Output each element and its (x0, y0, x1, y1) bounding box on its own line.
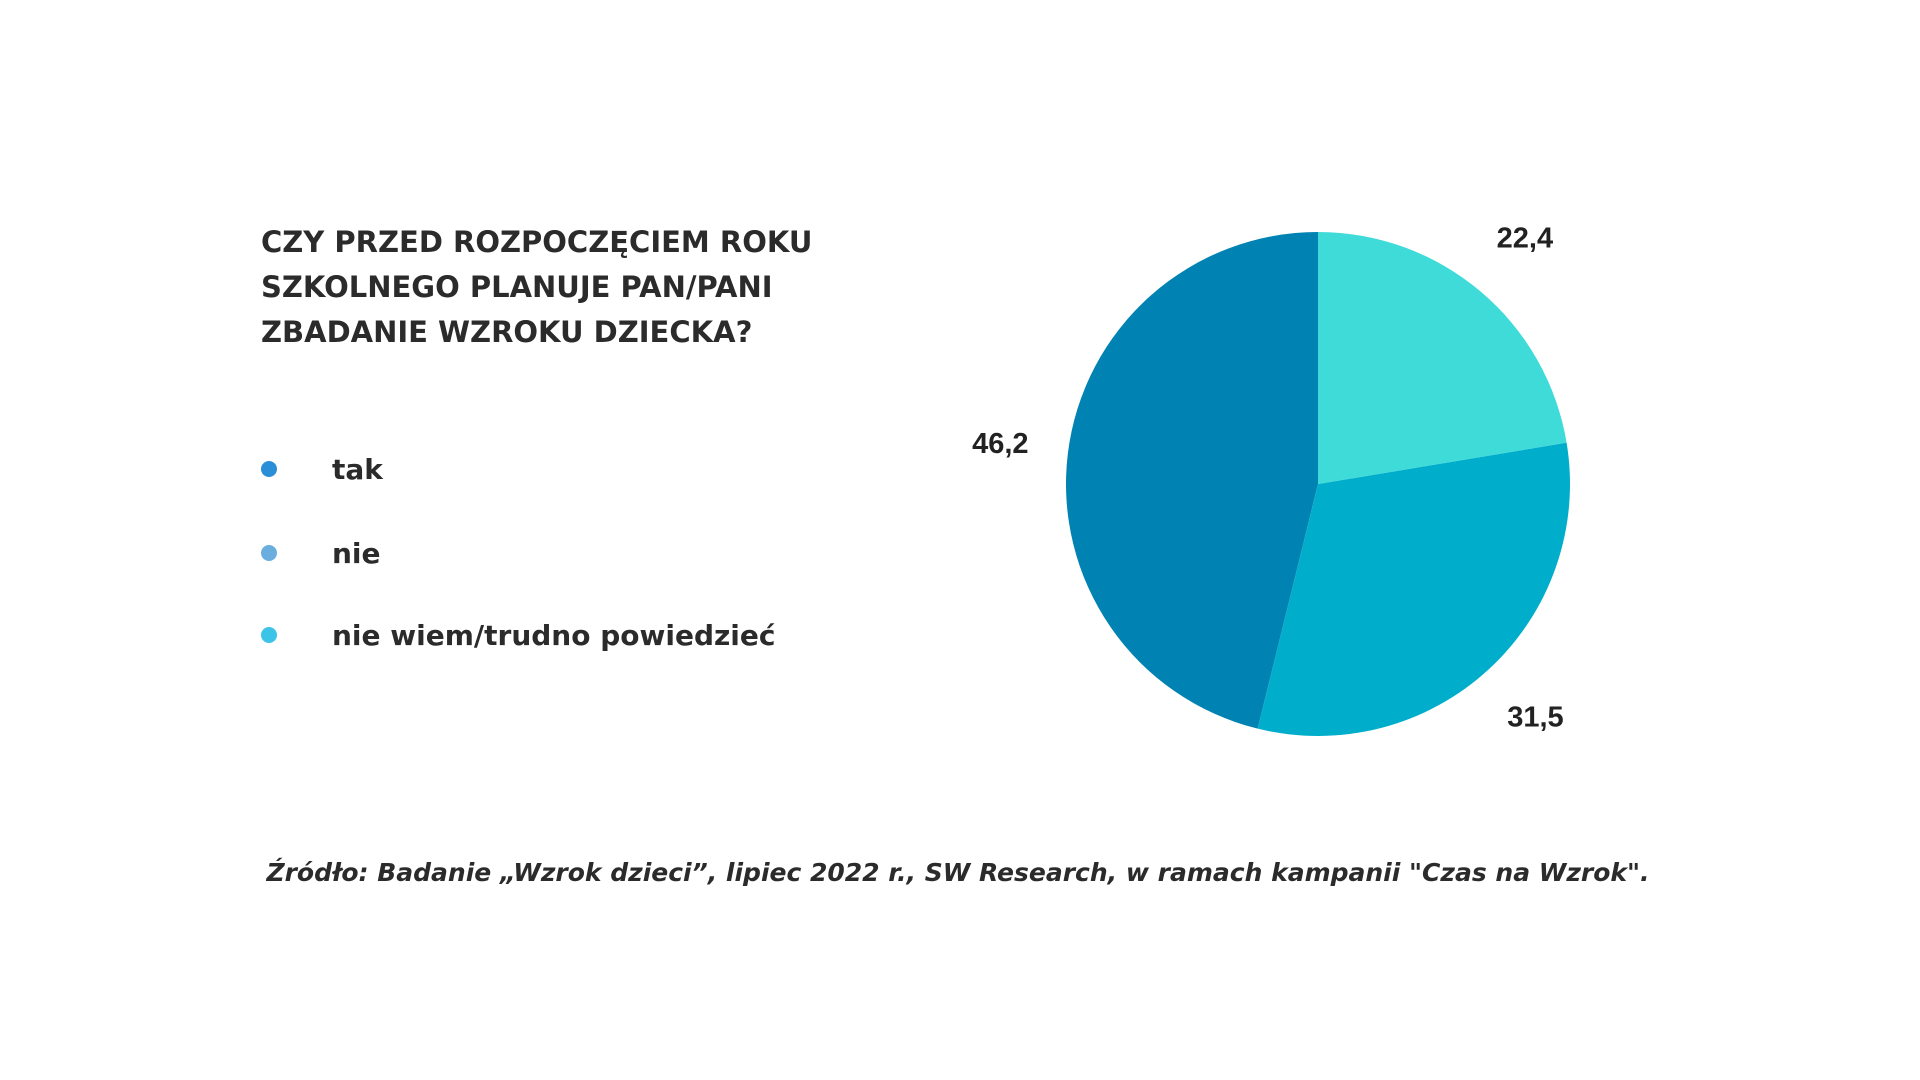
chart-title: CZY PRZED ROZPOCZĘCIEM ROKU (261, 225, 812, 259)
pie-slice (1065, 232, 1318, 729)
legend-label: nie (332, 537, 381, 570)
chart-title: SZKOLNEGO PLANUJE PAN/PANI (261, 270, 773, 304)
pie-slice (1318, 232, 1567, 484)
legend-marker (261, 627, 277, 643)
legend-marker (261, 461, 277, 477)
value-label: 31,5 (1507, 701, 1563, 733)
pie-slice (1257, 442, 1570, 737)
value-label: 46,2 (972, 428, 1028, 460)
legend-label: tak (332, 453, 384, 486)
legend-label: nie wiem/trudno powiedzieć (332, 619, 775, 652)
legend-marker (261, 545, 277, 561)
value-label: 22,4 (1497, 222, 1553, 254)
source: Źródło: Badanie „Wzrok dzieci”, lipiec 2… (265, 858, 1649, 887)
chart-title: ZBADANIE WZROKU DZIECKA? (261, 315, 752, 349)
